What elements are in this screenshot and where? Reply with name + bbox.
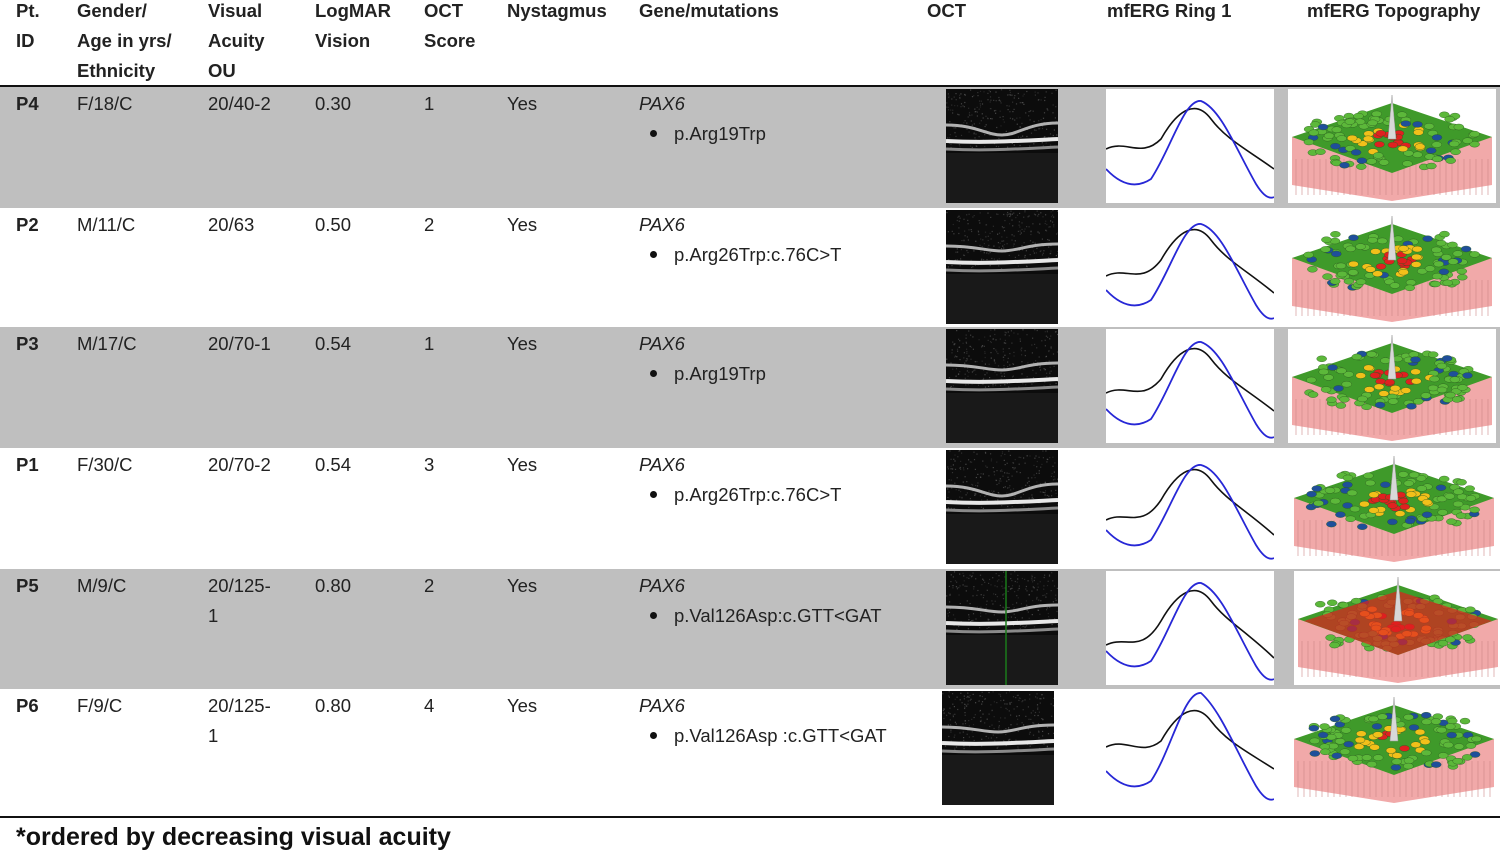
table-row: P4 F/18/C 20/40-2 0.30 1 Yes PAX6 p.Arg1… xyxy=(0,87,1500,208)
mferg-ring1-waveform xyxy=(1106,329,1274,443)
bullet-icon xyxy=(650,370,657,377)
table-header: Pt.ID Gender/Age in yrs/Ethnicity Visual… xyxy=(0,0,1500,86)
footnote: *ordered by decreasing visual acuity xyxy=(16,820,451,854)
mferg-ring1-waveform xyxy=(1106,691,1274,805)
logmar-vision: 0.54 xyxy=(315,329,351,359)
logmar-vision: 0.50 xyxy=(315,210,351,240)
oct-scan-image xyxy=(942,691,1054,805)
nystagmus: Yes xyxy=(507,329,537,359)
mferg-ring1-waveform xyxy=(1106,450,1274,564)
gene-name: PAX6 xyxy=(639,210,929,240)
gene-mutations: PAX6 p.Arg19Trp xyxy=(639,89,929,169)
bullet-icon xyxy=(650,612,657,619)
patient-id: P2 xyxy=(16,210,39,240)
mferg-topography-plot xyxy=(1288,329,1496,443)
gene-name: PAX6 xyxy=(639,571,929,601)
nystagmus: Yes xyxy=(507,571,537,601)
mutation: p.Val126Asp :c.GTT<GAT xyxy=(674,721,887,751)
mferg-topography-plot xyxy=(1290,691,1498,805)
patient-id: P6 xyxy=(16,691,39,721)
table-bottom-rule xyxy=(0,816,1500,818)
mferg-topography-plot xyxy=(1288,210,1496,324)
bullet-icon xyxy=(650,251,657,258)
gender-age-ethnicity: F/9/C xyxy=(77,691,122,721)
header-nystagmus: Nystagmus xyxy=(507,0,607,26)
gene-mutations: PAX6 p.Val126Asp :c.GTT<GAT xyxy=(639,691,929,771)
mutation: p.Arg26Trp:c.76C>T xyxy=(674,480,841,510)
oct-score: 2 xyxy=(424,571,434,601)
visual-acuity: 20/70-2 xyxy=(208,450,271,480)
bullet-icon xyxy=(650,491,657,498)
nystagmus: Yes xyxy=(507,89,537,119)
header-mferg-ring1: mfERG Ring 1 xyxy=(1107,0,1231,26)
gene-name: PAX6 xyxy=(639,691,929,721)
oct-scan-image xyxy=(946,210,1058,324)
nystagmus: Yes xyxy=(507,210,537,240)
mferg-topography-plot xyxy=(1290,450,1498,564)
gender-age-ethnicity: M/17/C xyxy=(77,329,137,359)
gender-age-ethnicity: M/11/C xyxy=(77,210,135,240)
gender-age-ethnicity: M/9/C xyxy=(77,571,126,601)
mutation: p.Arg19Trp xyxy=(674,119,766,149)
gene-name: PAX6 xyxy=(639,89,929,119)
mutation: p.Arg26Trp:c.76C>T xyxy=(674,240,841,270)
patient-id: P5 xyxy=(16,571,39,601)
logmar-vision: 0.80 xyxy=(315,571,351,601)
header-oct: OCT xyxy=(927,0,966,26)
nystagmus: Yes xyxy=(507,691,537,721)
mutation: p.Val126Asp:c.GTT<GAT xyxy=(674,601,882,631)
oct-score: 1 xyxy=(424,329,434,359)
header-mferg-topography: mfERG Topography xyxy=(1307,0,1480,26)
gender-age-ethnicity: F/30/C xyxy=(77,450,133,480)
mferg-ring1-waveform xyxy=(1106,89,1274,203)
patient-id: P4 xyxy=(16,89,39,119)
mferg-ring1-waveform xyxy=(1106,210,1274,324)
oct-scan-image xyxy=(946,329,1058,443)
oct-score: 4 xyxy=(424,691,434,721)
visual-acuity: 20/63 xyxy=(208,210,254,240)
bullet-icon xyxy=(650,130,657,137)
gene-mutations: PAX6 p.Arg26Trp:c.76C>T xyxy=(639,450,929,530)
table-row: P2 M/11/C 20/63 0.50 2 Yes PAX6 p.Arg26T… xyxy=(0,208,1500,327)
gene-mutations: PAX6 p.Val126Asp:c.GTT<GAT xyxy=(639,571,929,651)
mferg-topography-plot xyxy=(1294,571,1500,685)
mutation: p.Arg19Trp xyxy=(674,359,766,389)
logmar-vision: 0.54 xyxy=(315,450,351,480)
logmar-vision: 0.30 xyxy=(315,89,351,119)
visual-acuity: 20/70-1 xyxy=(208,329,271,359)
oct-score: 2 xyxy=(424,210,434,240)
gene-mutations: PAX6 p.Arg26Trp:c.76C>T xyxy=(639,210,929,290)
mferg-ring1-waveform xyxy=(1106,571,1274,685)
patient-id: P1 xyxy=(16,450,39,480)
visual-acuity: 20/125-1 xyxy=(208,691,271,751)
oct-scan-image xyxy=(946,450,1058,564)
gene-mutations: PAX6 p.Arg19Trp xyxy=(639,329,929,409)
oct-scan-image xyxy=(946,89,1058,203)
header-gene-mutations: Gene/mutations xyxy=(639,0,779,26)
gene-name: PAX6 xyxy=(639,329,929,359)
table-row: P3 M/17/C 20/70-1 0.54 1 Yes PAX6 p.Arg1… xyxy=(0,327,1500,448)
oct-score: 1 xyxy=(424,89,434,119)
oct-scan-image xyxy=(946,571,1058,685)
patient-id: P3 xyxy=(16,329,39,359)
table-row: P1 F/30/C 20/70-2 0.54 3 Yes PAX6 p.Arg2… xyxy=(0,448,1500,569)
bullet-icon xyxy=(650,732,657,739)
table-row: P5 M/9/C 20/125-1 0.80 2 Yes PAX6 p.Val1… xyxy=(0,569,1500,689)
logmar-vision: 0.80 xyxy=(315,691,351,721)
mferg-topography-plot xyxy=(1288,89,1496,203)
visual-acuity: 20/125-1 xyxy=(208,571,271,631)
header-gender-age: Gender/Age in yrs/Ethnicity xyxy=(77,0,172,86)
gender-age-ethnicity: F/18/C xyxy=(77,89,133,119)
visual-acuity: 20/40-2 xyxy=(208,89,271,119)
header-pt-id: Pt.ID xyxy=(16,0,40,56)
table-row: P6 F/9/C 20/125-1 0.80 4 Yes PAX6 p.Val1… xyxy=(0,689,1500,816)
oct-score: 3 xyxy=(424,450,434,480)
nystagmus: Yes xyxy=(507,450,537,480)
gene-name: PAX6 xyxy=(639,450,929,480)
